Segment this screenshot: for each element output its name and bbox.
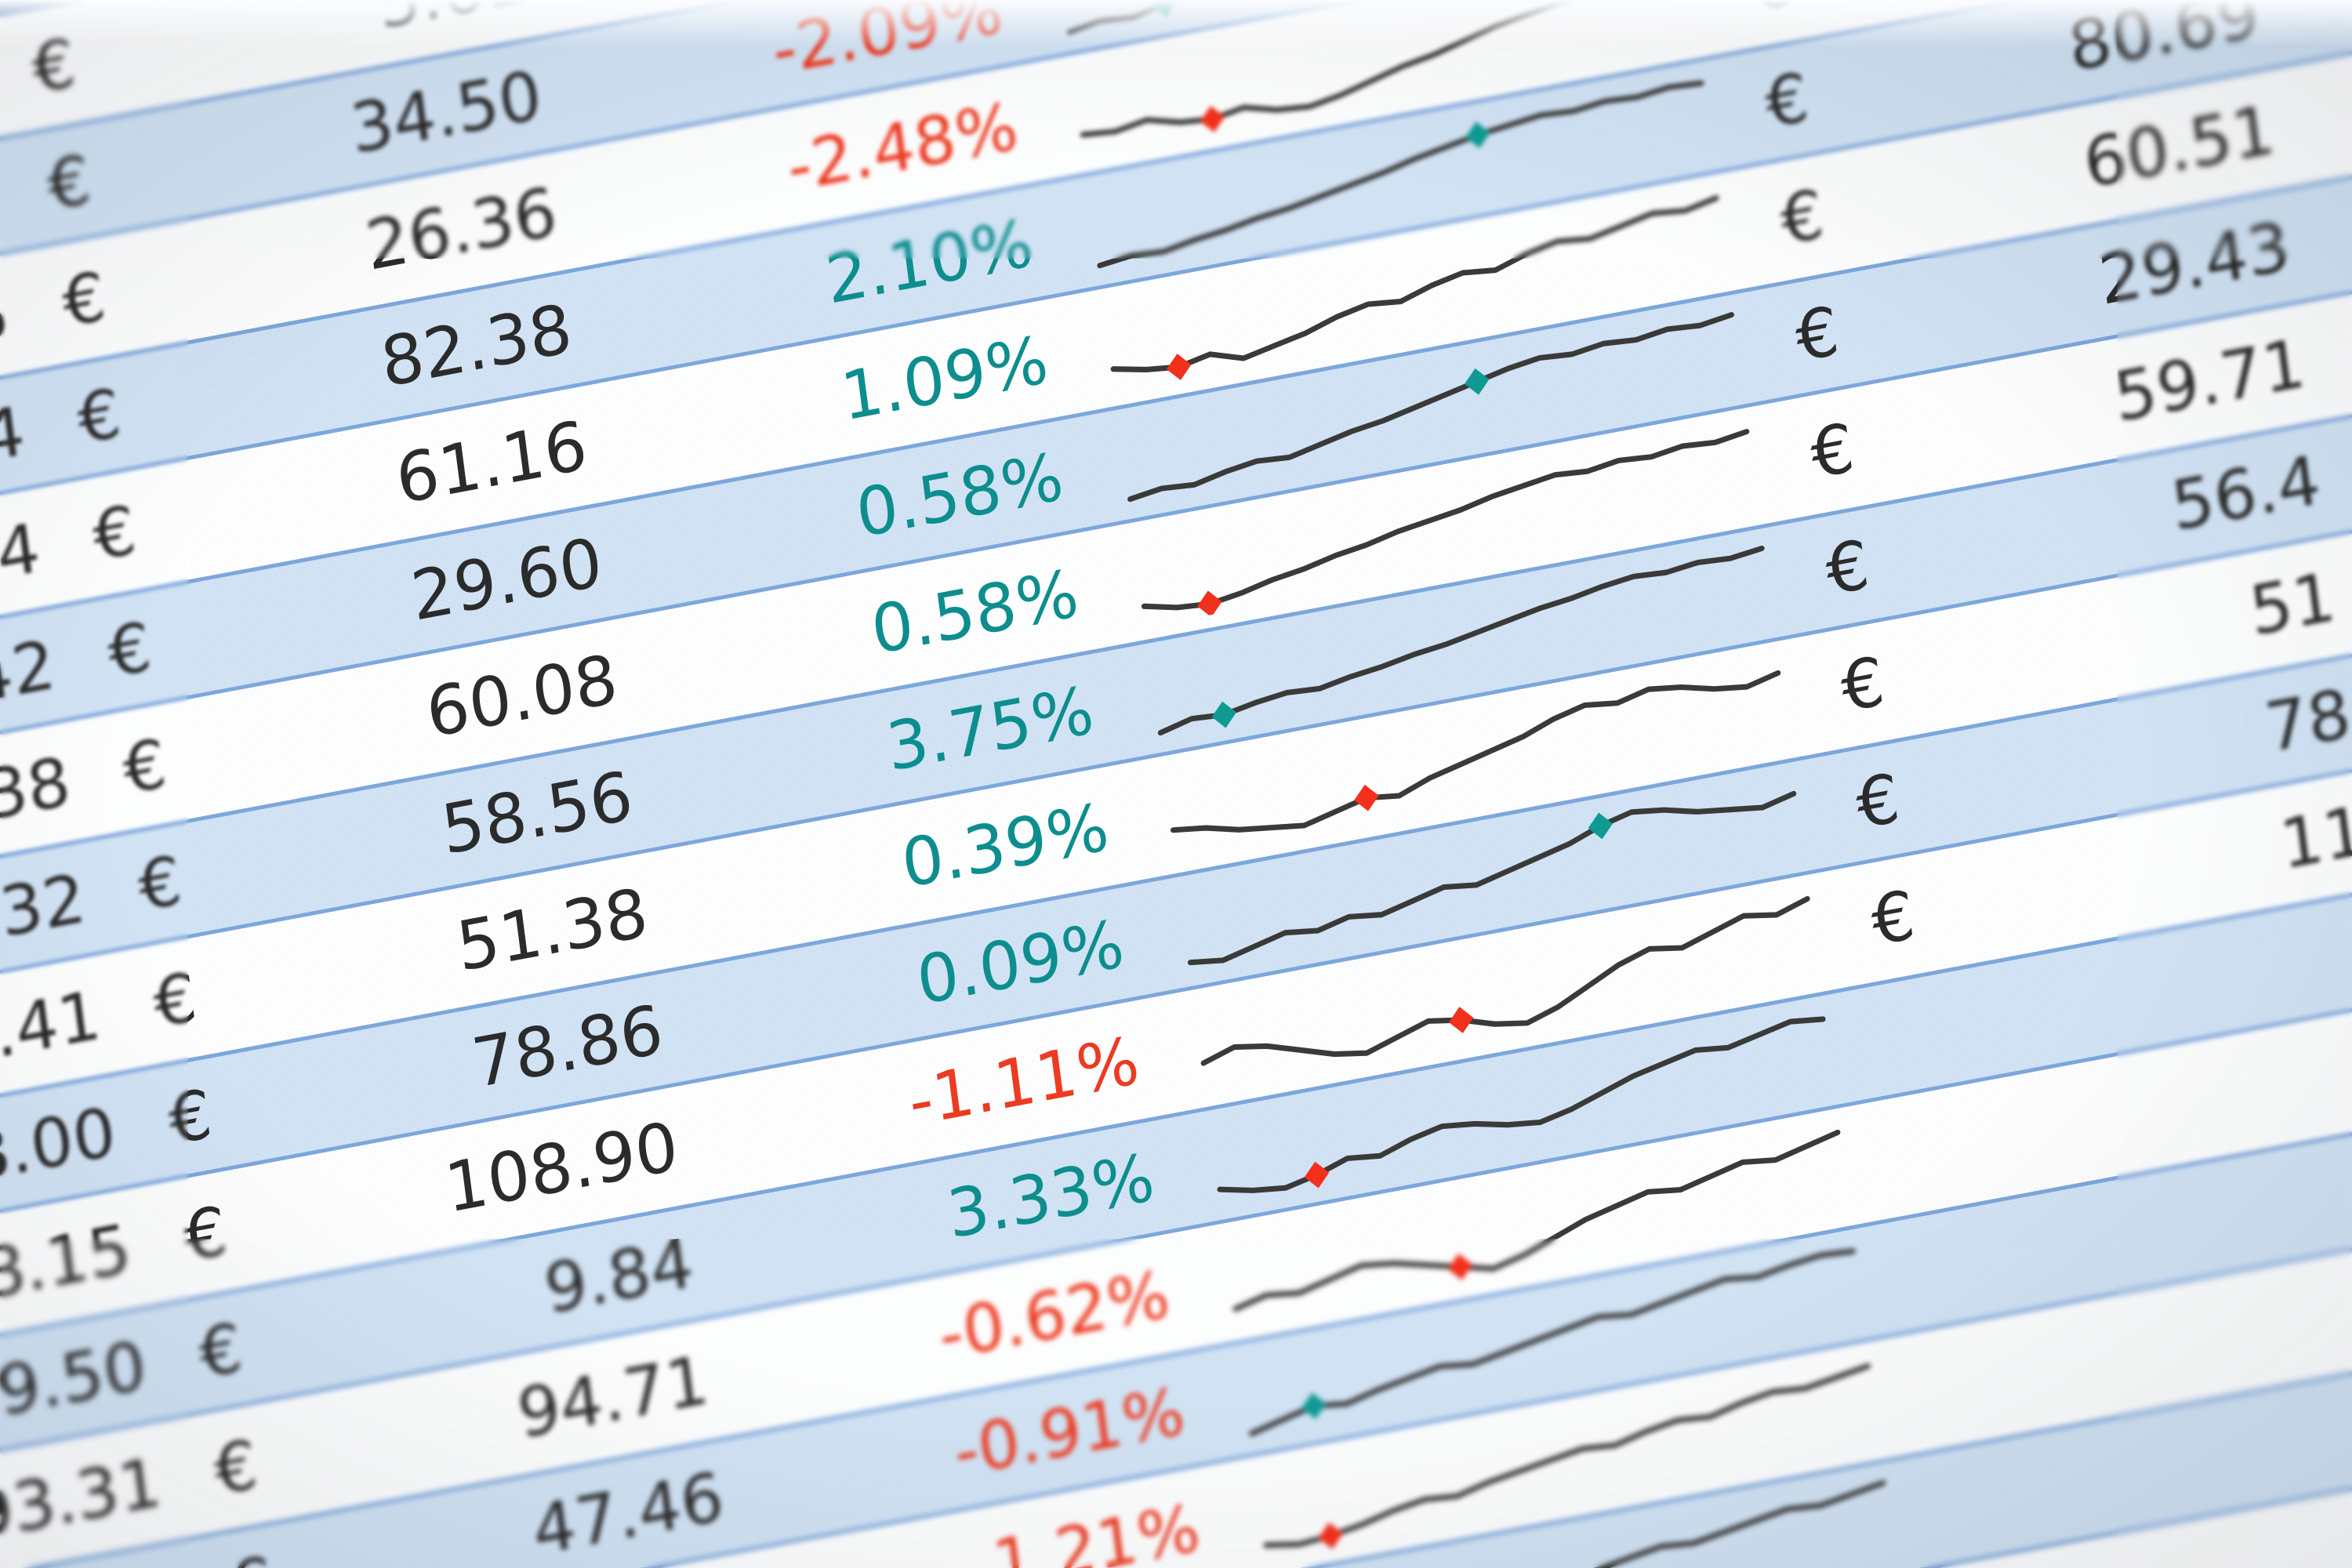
- cell-close-currency: €: [209, 1425, 263, 1512]
- cell-last-currency: €: [1776, 175, 1828, 261]
- cell-micro-chart[interactable]: [1160, 765, 1835, 981]
- cell-last: [1990, 1059, 2352, 1140]
- cell-close-currency: €: [27, 24, 80, 110]
- cell-close-currency: €: [133, 840, 187, 927]
- table-row[interactable]: €50.41€51.380.39%€51: [0, 390, 2352, 1171]
- cell-close-currency: €: [197, 1534, 322, 1568]
- cell-last-currency: €: [1718, 0, 1843, 32]
- table-row[interactable]: €56.32€58.563.75%€56.4: [0, 274, 2352, 1054]
- cell-last-currency: [1920, 1490, 2035, 1512]
- cell-last-currency: €: [1836, 642, 1889, 728]
- table-row[interactable]: €78.00€78.860.09%€78: [0, 507, 2352, 1288]
- cell-last-currency: €: [1806, 408, 1859, 495]
- cell-last-currency: €: [1851, 759, 1904, 845]
- cell-close-currency: €: [164, 1074, 216, 1161]
- cell-last-currency: €: [1821, 525, 1874, 612]
- cell-last: [1975, 942, 2352, 1023]
- cell-last-currency: [1889, 1257, 2005, 1279]
- table-row[interactable]: €108.15€108.90-1.11%€11: [0, 624, 2352, 1405]
- cell-close-currency: €: [148, 957, 201, 1044]
- cell-last-currency: €: [1791, 292, 1844, 378]
- cell-close-currency: €: [42, 140, 96, 227]
- cell-last-currency: [1860, 1023, 1975, 1045]
- cell-last: [2005, 1176, 2352, 1257]
- cell-micro-chart[interactable]: [1100, 298, 1775, 514]
- cell-close-currency: €: [73, 374, 125, 460]
- cell-micro-chart[interactable]: [1191, 999, 1866, 1214]
- cell-last-currency: €: [1867, 876, 1919, 962]
- table-row[interactable]: €59.38€60.080.58%€59.71: [0, 157, 2352, 938]
- cell-last-currency: €: [1760, 58, 1813, 144]
- cell-micro-chart[interactable]: [1115, 415, 1790, 630]
- cell-close-currency: €: [88, 491, 141, 577]
- cell-close-currency: €: [103, 608, 156, 694]
- cell-micro-chart[interactable]: [1130, 532, 1805, 747]
- cell-close-currency: €: [57, 257, 111, 343]
- table-row[interactable]: €9.50€9.843.33%: [0, 741, 2352, 1522]
- cell-micro-chart[interactable]: [1145, 648, 1820, 864]
- cell-close-currency: €: [118, 724, 171, 811]
- cell-close-currency: €: [194, 1308, 247, 1395]
- cell-last: [2036, 1410, 2352, 1490]
- cell-last: [2020, 1293, 2352, 1374]
- table-row[interactable]: €29.42€29.600.58%€29.43: [0, 40, 2352, 821]
- cell-micro-chart[interactable]: [1175, 882, 1850, 1098]
- cell-close-currency: €: [179, 1191, 232, 1278]
- cell-last-currency: [1875, 1140, 1990, 1162]
- cell-last-currency: [1905, 1374, 2020, 1396]
